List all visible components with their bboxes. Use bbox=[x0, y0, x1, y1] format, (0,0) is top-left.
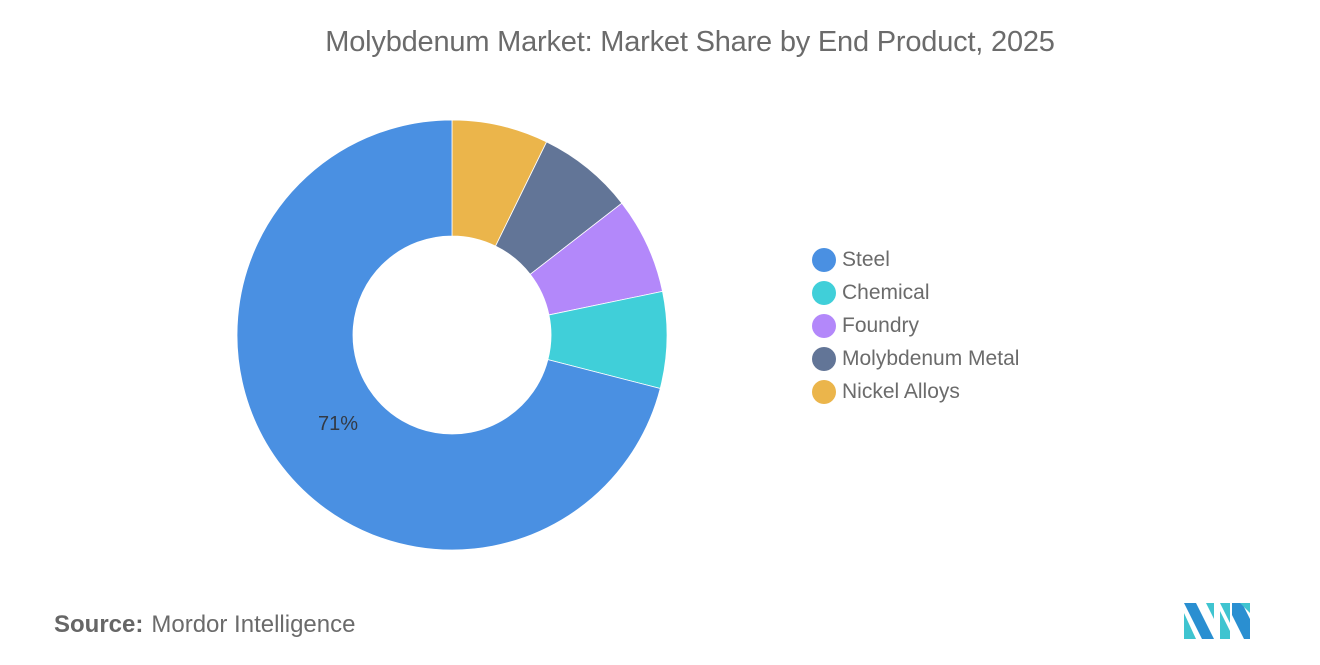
source-key: Source: bbox=[54, 611, 144, 638]
legend-item-molybdenum-metal[interactable]: Molybdenum Metal bbox=[812, 342, 1019, 375]
legend-item-foundry[interactable]: Foundry bbox=[812, 310, 1019, 343]
nickel-alloys-swatch-icon bbox=[812, 379, 836, 404]
legend-label: Foundry bbox=[842, 313, 920, 337]
steel-swatch-icon bbox=[812, 248, 836, 273]
legend-label: Steel bbox=[842, 248, 890, 272]
legend-item-chemical[interactable]: Chemical bbox=[812, 277, 1019, 310]
legend-label: Molybdenum Metal bbox=[842, 346, 1020, 370]
legend-item-steel[interactable]: Steel bbox=[812, 244, 1019, 277]
chart-title: Molybdenum Market: Market Share by End P… bbox=[325, 26, 1055, 58]
chemical-swatch-icon bbox=[812, 281, 836, 306]
legend-label: Nickel Alloys bbox=[842, 379, 960, 403]
slice-steel[interactable] bbox=[236, 119, 661, 551]
source-credit: Source: Mordor Intelligence bbox=[54, 611, 355, 639]
legend-label: Chemical bbox=[842, 281, 930, 305]
steel-percentage-label: 71% bbox=[318, 413, 358, 435]
chart-legend: Steel Chemical Foundry Molybdenum Metal … bbox=[812, 244, 1019, 408]
foundry-swatch-icon bbox=[812, 313, 836, 338]
source-value: Mordor Intelligence bbox=[151, 611, 356, 638]
legend-item-nickel-alloys[interactable]: Nickel Alloys bbox=[812, 375, 1019, 408]
molybdenum-metal-swatch-icon bbox=[812, 346, 836, 371]
mordor-intelligence-logo-icon bbox=[1184, 603, 1250, 639]
donut-slices bbox=[236, 119, 668, 551]
